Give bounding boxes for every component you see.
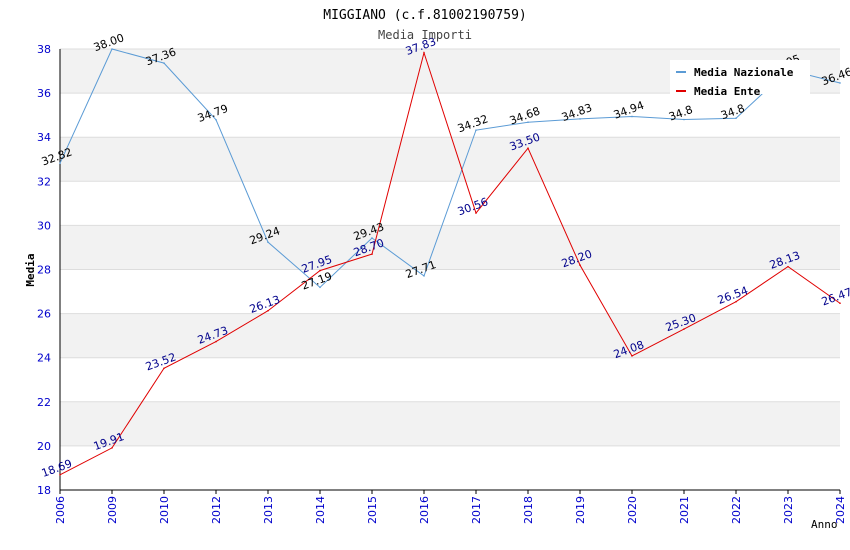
data-label: 18.69	[40, 457, 74, 480]
data-point	[423, 275, 425, 277]
data-point	[267, 309, 269, 312]
data-point	[579, 264, 581, 266]
x-tick-label: 2014	[314, 496, 327, 524]
chart-title: MIGGIANO (c.f.81002190759)	[323, 8, 527, 23]
data-point	[215, 340, 217, 343]
grid-lines	[60, 48, 840, 491]
y-tick-label: 18	[37, 484, 51, 497]
data-point	[631, 355, 633, 357]
x-tick-label: 2018	[522, 496, 535, 524]
y-tick-label: 30	[37, 219, 51, 232]
series-lines	[59, 48, 841, 476]
x-tick-label: 2013	[262, 496, 275, 524]
x-tick-label: 2019	[574, 496, 587, 524]
legend: Media Nazionale Media Ente	[670, 60, 810, 98]
y-axis-label: Media	[24, 253, 37, 286]
data-point	[579, 118, 581, 120]
data-point	[319, 269, 321, 272]
y-tick-label: 20	[37, 440, 51, 453]
legend-label: Media Nazionale	[694, 66, 794, 79]
data-label: 34.79	[196, 102, 230, 125]
x-axis-label: Anno	[811, 518, 838, 531]
data-point	[527, 147, 529, 150]
series-line-media-nazionale	[59, 48, 841, 289]
x-tick-label: 2024	[834, 496, 847, 524]
data-point	[475, 212, 477, 214]
data-point	[423, 51, 425, 54]
x-tick-label: 2015	[366, 496, 379, 524]
data-point	[735, 300, 737, 303]
y-tick-label: 28	[37, 264, 51, 277]
data-label: 34.83	[560, 101, 594, 124]
series-line-media-ente	[59, 50, 841, 476]
x-tick-label: 2021	[678, 496, 691, 524]
data-label: 34.8	[667, 103, 694, 124]
data-point	[111, 447, 113, 449]
data-point	[475, 129, 477, 131]
data-point	[839, 82, 841, 84]
legend-label: Media Ente	[694, 85, 761, 98]
data-label: 26.47	[820, 285, 850, 308]
data-point	[371, 253, 373, 255]
x-tick-label: 2020	[626, 496, 639, 524]
x-tick-label: 2017	[470, 496, 483, 524]
data-label: 30.56	[456, 195, 490, 218]
data-point	[839, 302, 841, 305]
grid-band	[60, 313, 840, 358]
x-tick-label: 2016	[418, 496, 431, 524]
x-tick-label: 2010	[158, 496, 171, 524]
data-point	[735, 117, 737, 120]
y-tick-label: 24	[37, 352, 51, 365]
data-point	[215, 118, 217, 121]
data-point	[267, 241, 269, 243]
data-point	[319, 286, 321, 289]
data-label: 34.68	[508, 104, 542, 127]
data-point	[371, 237, 373, 239]
data-label: 34.94	[612, 99, 646, 122]
x-tick-label: 2023	[782, 496, 795, 524]
x-tick-label: 2012	[210, 496, 223, 524]
grid-band	[60, 137, 840, 182]
y-tick-label: 36	[37, 87, 51, 100]
y-tick-label: 22	[37, 396, 51, 409]
chart-subtitle: Media Importi	[378, 28, 472, 42]
data-point	[111, 48, 113, 50]
x-tick-label: 2006	[54, 496, 67, 524]
data-point	[527, 121, 529, 124]
x-tick-label: 2022	[730, 496, 743, 524]
data-point	[631, 115, 633, 118]
grid-bands	[60, 49, 840, 446]
y-tick-label: 38	[37, 43, 51, 56]
data-point	[59, 162, 61, 165]
data-label: 34.32	[456, 112, 490, 135]
grid-band	[60, 401, 840, 446]
data-point	[59, 473, 61, 476]
data-point	[683, 118, 685, 121]
legend-box	[670, 60, 810, 94]
data-point	[683, 328, 685, 330]
x-tick-label: 2009	[106, 496, 119, 524]
y-tick-label: 32	[37, 175, 51, 188]
y-tick-label: 34	[37, 131, 51, 144]
grid-band	[60, 225, 840, 270]
data-point	[163, 367, 165, 370]
data-point	[787, 265, 789, 268]
data-point	[163, 62, 165, 64]
y-tick-label: 26	[37, 308, 51, 321]
data-label: 34.8	[719, 102, 746, 123]
